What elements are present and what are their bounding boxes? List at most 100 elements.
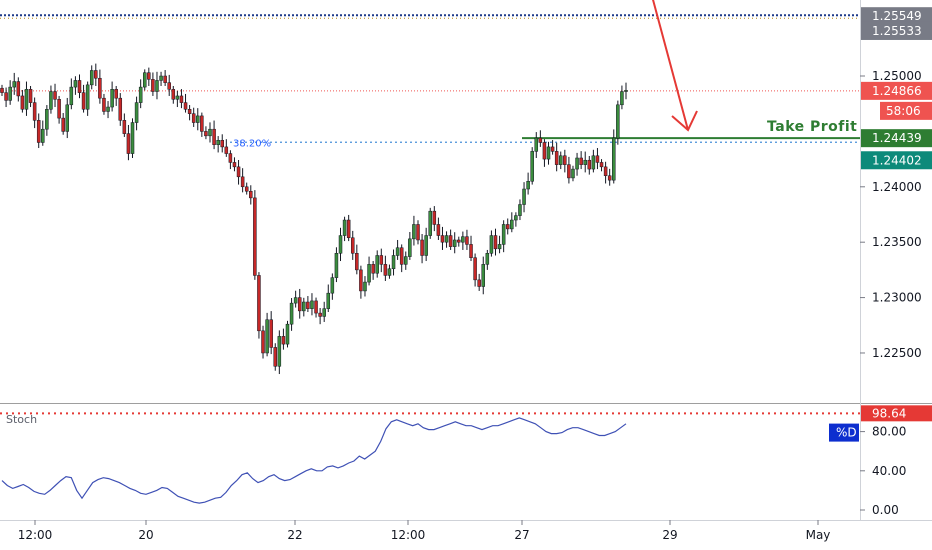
candle-body — [0, 87, 4, 93]
candle-body — [159, 75, 163, 81]
price-tick-label: 1.23500 — [872, 235, 922, 249]
candle-body — [257, 275, 261, 332]
time-tick-label: 20 — [138, 528, 153, 542]
candle-body — [493, 235, 498, 250]
candle-body — [624, 90, 628, 92]
candle-body — [89, 70, 94, 86]
price-tag-label: 1.24402 — [872, 153, 922, 167]
candle-body — [522, 188, 526, 205]
candle-body — [285, 323, 290, 345]
candle-body — [477, 279, 481, 287]
candle-body — [420, 239, 424, 256]
candle-body — [126, 133, 131, 154]
candle-body — [293, 297, 298, 304]
candle-body — [261, 330, 265, 354]
candle-body — [563, 155, 567, 165]
candle-body — [212, 128, 216, 145]
countdown-tag: 58:06 — [880, 101, 932, 120]
overbought-value: 98.64 — [872, 406, 906, 420]
overbought-tag: 98.64 — [861, 405, 932, 422]
candle-body — [424, 235, 428, 256]
candle-body — [412, 224, 416, 240]
candle-body — [310, 300, 314, 309]
candle-body — [350, 237, 355, 254]
price-tick-label: 1.23000 — [872, 291, 922, 305]
candle-body — [269, 319, 273, 348]
candle-body — [330, 277, 335, 294]
stoch-tick-label: 80.00 — [872, 425, 906, 439]
candle-body — [102, 97, 106, 112]
candle-body — [501, 224, 506, 245]
candle-body — [383, 264, 388, 276]
stoch-pane[interactable] — [0, 404, 860, 520]
candle-body — [481, 264, 486, 287]
candle-body — [526, 181, 530, 190]
candle-body — [497, 244, 502, 250]
stoch-tick-label: 40.00 — [872, 464, 906, 478]
candle-body — [457, 239, 461, 243]
time-tick-label: 22 — [287, 528, 302, 542]
price-tag-take-profit — [861, 129, 932, 148]
candle-body — [436, 224, 441, 236]
candle-body — [567, 164, 571, 179]
candle-body — [183, 102, 188, 110]
candle-body — [191, 113, 196, 123]
price-tag-fib-level — [861, 151, 932, 170]
price-tag-label: 1.25549 — [872, 9, 922, 23]
candle-body — [85, 84, 90, 110]
candle-body — [249, 190, 253, 199]
candle-body — [41, 128, 45, 143]
candle-body — [473, 257, 477, 281]
candle-body — [338, 235, 343, 254]
time-tick-label: 12:00 — [391, 528, 426, 542]
candle-body — [106, 106, 110, 112]
candle-body — [8, 86, 12, 101]
time-tick-label: 12:00 — [18, 528, 53, 542]
candle-body — [118, 97, 123, 121]
candle-body — [379, 255, 384, 265]
candle-body — [32, 102, 37, 121]
price-tick-label: 1.22500 — [872, 346, 922, 360]
candle-body — [452, 239, 457, 247]
candle-body — [175, 95, 180, 100]
stoch-d-line[interactable] — [1, 417, 627, 504]
time-tick-label: 27 — [514, 528, 529, 542]
candle-body — [232, 162, 237, 168]
price-pane[interactable] — [0, 0, 860, 402]
candle-body — [147, 72, 151, 80]
candle-body — [179, 95, 184, 103]
price-tick-label: 1.25000 — [872, 69, 922, 83]
price-tick-label: 1.24000 — [872, 180, 922, 194]
candle-body — [334, 253, 339, 278]
candle-body — [277, 336, 282, 367]
candle-body — [554, 151, 559, 165]
price-tag-resistance-top — [861, 7, 932, 26]
price-tag-resistance-2 — [861, 21, 932, 40]
candle-body — [538, 137, 543, 143]
candle-body — [65, 104, 70, 132]
candle-body — [465, 236, 469, 245]
price-axis-ticks: 1.25000 1.24000 1.23500 1.23000 1.22500 — [860, 69, 922, 360]
candle-body — [603, 166, 608, 176]
candle-body — [302, 301, 306, 312]
candle-body — [28, 89, 33, 103]
candle-body — [322, 308, 326, 317]
candle-body — [110, 89, 114, 108]
candle-body — [505, 224, 510, 230]
candle-body — [355, 253, 359, 271]
candle-body — [408, 238, 412, 257]
time-axis-ticks: 12:00 20 22 12:00 27 29 May — [18, 520, 830, 542]
candle-body — [518, 204, 522, 216]
candle-body — [171, 89, 176, 100]
candle-body — [583, 159, 587, 165]
candle-body — [416, 224, 420, 241]
candle-body — [314, 300, 318, 314]
projection-arrow[interactable] — [652, 0, 698, 132]
candle-body — [253, 197, 257, 276]
candle-body — [461, 236, 465, 243]
candle-body — [367, 264, 371, 283]
price-tag-label: 1.24866 — [872, 84, 922, 98]
candle-body — [208, 128, 212, 137]
candle-body — [73, 80, 78, 88]
